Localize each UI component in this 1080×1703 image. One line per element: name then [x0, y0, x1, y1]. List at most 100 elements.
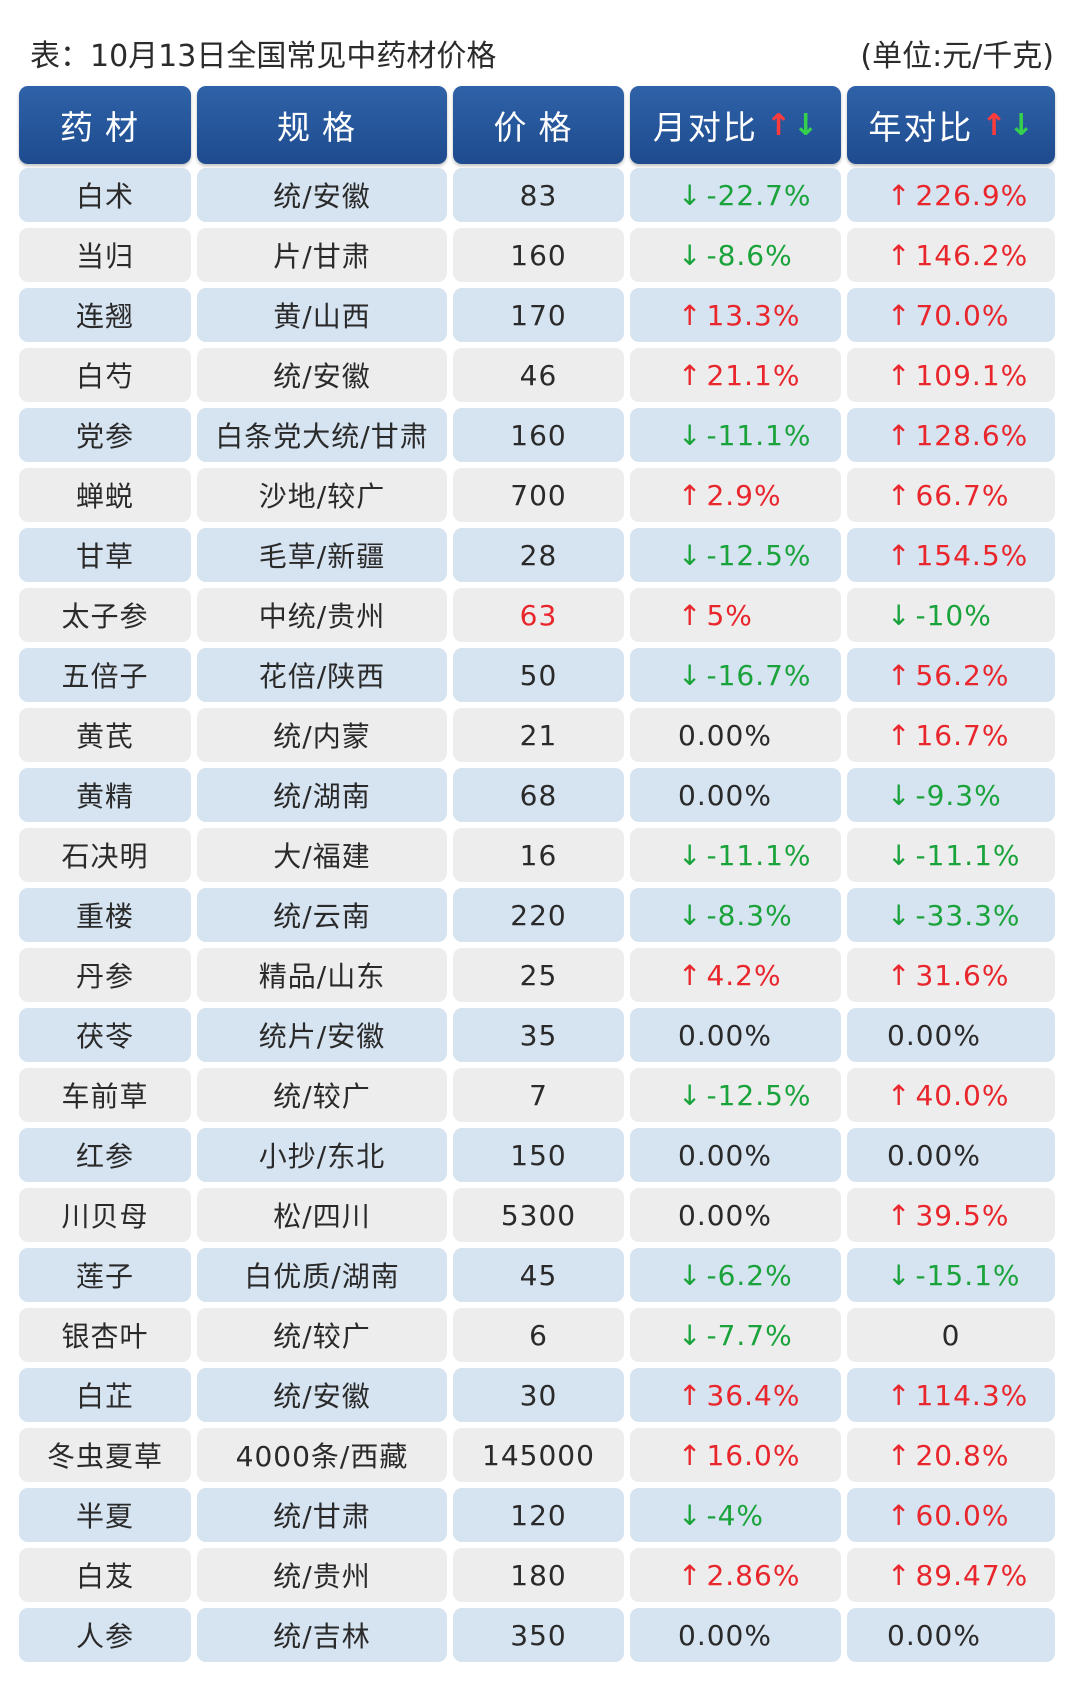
year-change-value: 0.00% — [887, 1138, 981, 1172]
year-change: ↑ 20.8% — [847, 1428, 1055, 1482]
month-change: ↑ 16.0% — [630, 1428, 841, 1482]
table-row: 人参 统/吉林 350 0.00% 0.00% — [19, 1608, 1061, 1668]
arrow-up-icon: ↑ — [678, 1438, 703, 1472]
herb-price: 46 — [453, 348, 624, 402]
herb-name: 川贝母 — [19, 1188, 191, 1242]
unit-label: (单位:元/千克) — [860, 39, 1054, 74]
arrow-down-icon: ↓ — [887, 598, 912, 632]
herb-spec: 统/安徽 — [197, 1368, 447, 1422]
month-change: 0.00% — [630, 1008, 841, 1062]
herb-name: 党参 — [19, 408, 191, 462]
arrow-up-icon: ↑ — [887, 418, 912, 452]
year-change-value: 60.0% — [915, 1498, 1010, 1532]
herb-price: 28 — [453, 528, 624, 582]
month-change-value: 16.0% — [706, 1438, 801, 1472]
year-change: ↑ 31.6% — [847, 948, 1055, 1002]
year-change-value: 0 — [941, 1318, 961, 1352]
table-row: 车前草 统/较广 7 ↓ -12.5% ↑ 40.0% — [19, 1068, 1061, 1128]
arrow-down-icon: ↓ — [678, 1318, 703, 1352]
herb-price: 6 — [453, 1308, 624, 1362]
herb-price: 145000 — [453, 1428, 624, 1482]
month-change-value: -8.3% — [706, 898, 793, 932]
herb-price: 150 — [453, 1128, 624, 1182]
year-change: ↑ 226.9% — [847, 168, 1055, 222]
table-row: 重楼 统/云南 220 ↓ -8.3% ↓ -33.3% — [19, 888, 1061, 948]
arrow-up-icon: ↑ — [887, 1378, 912, 1412]
arrow-up-icon: ↑ — [887, 178, 912, 212]
year-change-value: 114.3% — [915, 1378, 1029, 1412]
year-change: 0.00% — [847, 1608, 1055, 1662]
month-change: ↓ -11.1% — [630, 828, 841, 882]
title-row: 表：10月13日全国常见中药材价格 (单位:元/千克) — [30, 28, 1054, 78]
herb-name: 茯苓 — [19, 1008, 191, 1062]
year-change-value: 16.7% — [915, 718, 1010, 752]
table-row: 甘草 毛草/新疆 28 ↓ -12.5% ↑ 154.5% — [19, 528, 1061, 588]
herb-spec: 统/安徽 — [197, 348, 447, 402]
year-change: ↑ 154.5% — [847, 528, 1055, 582]
herb-price: 350 — [453, 1608, 624, 1662]
table-row: 太子参 中统/贵州 63 ↑ 5% ↓ -10% — [19, 588, 1061, 648]
herb-name: 白芍 — [19, 348, 191, 402]
table-row: 半夏 统/甘肃 120 ↓ -4% ↑ 60.0% — [19, 1488, 1061, 1548]
month-change: ↓ -22.7% — [630, 168, 841, 222]
month-change: 0.00% — [630, 1128, 841, 1182]
herb-price: 63 — [453, 588, 624, 642]
price-table: 药材 规格 价格 月对比 ↑ ↓ 年对比 ↑ ↓ 白术 统/安徽 83 ↓ -22.7% ↑ 2… — [19, 86, 1061, 1668]
herb-name: 莲子 — [19, 1248, 191, 1302]
table-row: 红参 小抄/东北 150 0.00% 0.00% — [19, 1128, 1061, 1188]
arrow-down-icon: ↓ — [678, 658, 703, 692]
herb-spec: 精品/山东 — [197, 948, 447, 1002]
herb-spec: 统/较广 — [197, 1068, 447, 1122]
arrow-up-icon: ↑ — [887, 1438, 912, 1472]
arrow-down-icon: ↓ — [678, 1498, 703, 1532]
month-change-value: 0.00% — [678, 1018, 772, 1052]
month-change: ↓ -8.3% — [630, 888, 841, 942]
month-change-value: 0.00% — [678, 718, 772, 752]
table-row: 党参 白条党大统/甘肃 160 ↓ -11.1% ↑ 128.6% — [19, 408, 1061, 468]
herb-spec: 统/内蒙 — [197, 708, 447, 762]
herb-spec: 统/甘肃 — [197, 1488, 447, 1542]
arrow-up-icon: ↑ — [887, 238, 912, 272]
month-change: ↓ -11.1% — [630, 408, 841, 462]
arrow-up-icon: ↑ — [678, 478, 703, 512]
herb-name: 黄精 — [19, 768, 191, 822]
herb-price: 700 — [453, 468, 624, 522]
month-change: ↑ 2.86% — [630, 1548, 841, 1602]
month-change-value: 5% — [706, 598, 753, 632]
year-change-value: 146.2% — [915, 238, 1029, 272]
herb-spec: 统/吉林 — [197, 1608, 447, 1662]
herb-spec: 大/福建 — [197, 828, 447, 882]
month-change: ↑ 36.4% — [630, 1368, 841, 1422]
year-change-value: -9.3% — [915, 778, 1002, 812]
herb-spec: 统/湖南 — [197, 768, 447, 822]
herb-spec: 4000条/西藏 — [197, 1428, 447, 1482]
herb-spec: 沙地/较广 — [197, 468, 447, 522]
month-change: ↑ 13.3% — [630, 288, 841, 342]
month-change: ↓ -16.7% — [630, 648, 841, 702]
year-change: ↑ 128.6% — [847, 408, 1055, 462]
table-header: 药材 规格 价格 月对比 ↑ ↓ 年对比 ↑ ↓ — [19, 86, 1061, 164]
herb-spec: 统/安徽 — [197, 168, 447, 222]
arrow-down-icon: ↓ — [887, 1258, 912, 1292]
month-change-value: -12.5% — [706, 538, 812, 572]
herb-spec: 黄/山西 — [197, 288, 447, 342]
herb-spec: 统/贵州 — [197, 1548, 447, 1602]
arrow-down-icon: ↓ — [678, 238, 703, 272]
herb-name: 五倍子 — [19, 648, 191, 702]
table-row: 黄芪 统/内蒙 21 0.00% ↑ 16.7% — [19, 708, 1061, 768]
month-change-value: 2.86% — [706, 1558, 801, 1592]
month-change-value: 4.2% — [706, 958, 782, 992]
month-change-value: 2.9% — [706, 478, 782, 512]
arrow-down-icon: ↓ — [678, 1078, 703, 1112]
year-change-value: 40.0% — [915, 1078, 1010, 1112]
herb-price: 120 — [453, 1488, 624, 1542]
arrow-down-icon: ↓ — [678, 418, 703, 452]
arrow-up-icon: ↑ — [887, 358, 912, 392]
arrow-down-icon: ↓ — [887, 778, 912, 812]
year-change: 0.00% — [847, 1008, 1055, 1062]
month-change: ↑ 21.1% — [630, 348, 841, 402]
year-change-value: 89.47% — [915, 1558, 1029, 1592]
herb-price: 50 — [453, 648, 624, 702]
year-change: 0.00% — [847, 1128, 1055, 1182]
herb-price: 25 — [453, 948, 624, 1002]
